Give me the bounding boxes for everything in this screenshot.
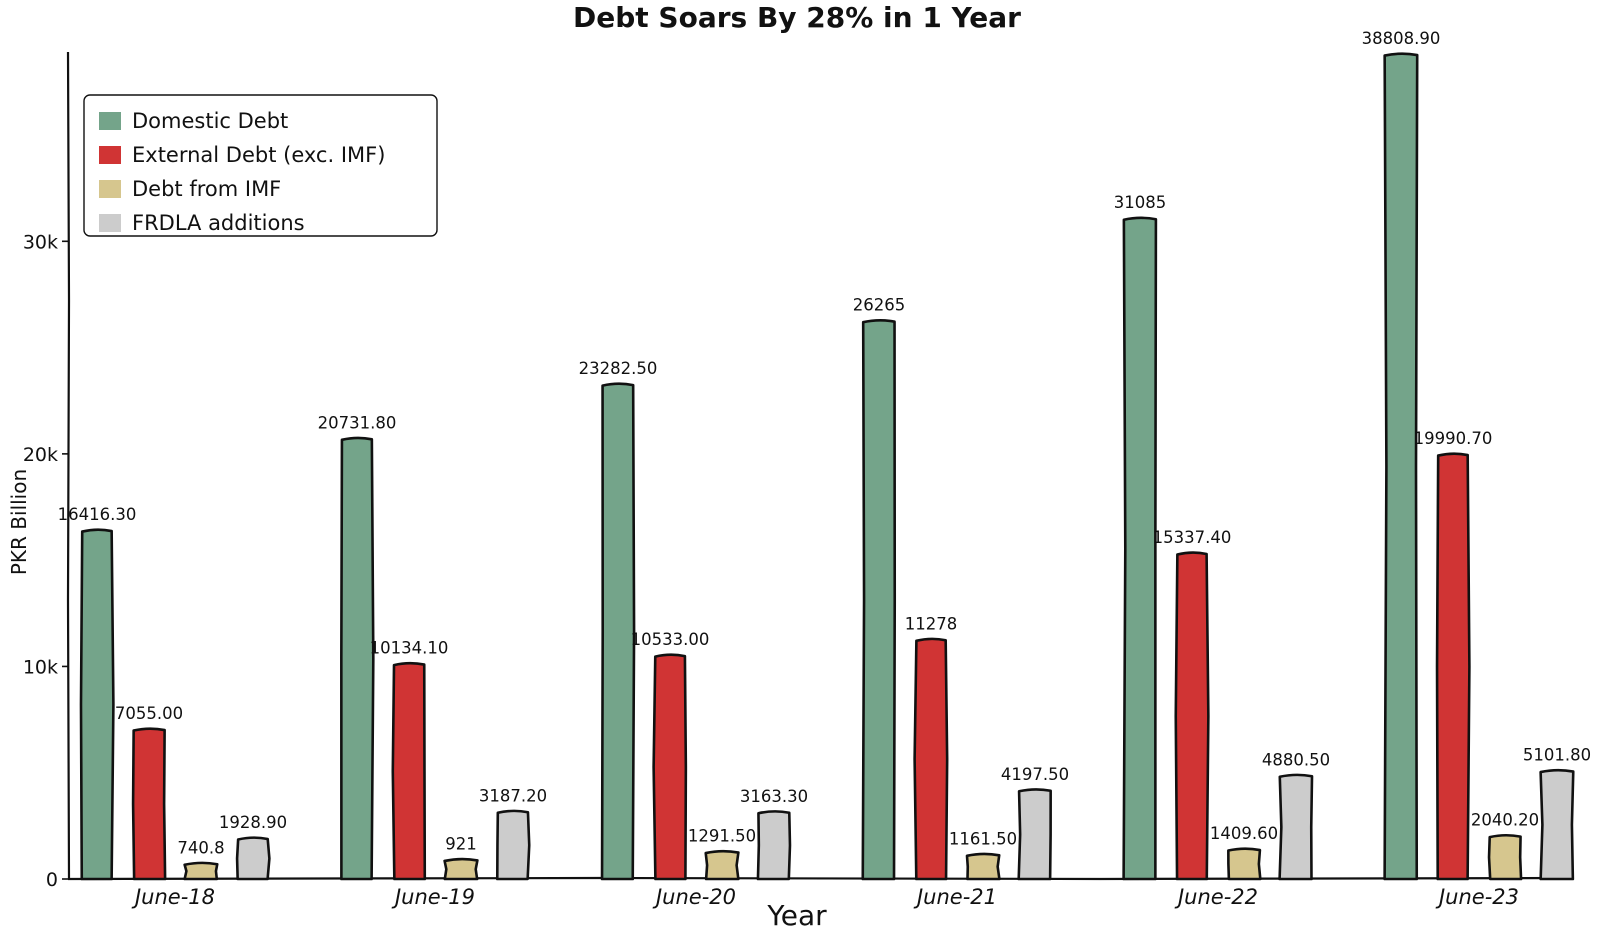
y-axis-line: [66, 51, 71, 880]
bar-external-debt-exc-imf-june-19: [391, 661, 427, 881]
data-label-domestic-debt-june-19: 20731.80: [318, 413, 397, 432]
data-label-frdla-additions-june-23: 5101.80: [1523, 746, 1591, 765]
data-label-debt-from-imf-june-21: 1161.50: [949, 829, 1017, 848]
data-label-external-debt-exc-imf-june-20: 10533.00: [631, 630, 710, 649]
data-label-domestic-debt-june-21: 26265: [853, 296, 906, 315]
data-label-debt-from-imf-june-19: 921: [445, 834, 477, 853]
x-axis-title: Year: [766, 899, 827, 932]
bar-domestic-debt-june-21: [861, 319, 897, 881]
y-tick-label-3: 30k: [23, 231, 58, 253]
data-label-frdla-additions-june-20: 3163.30: [740, 787, 808, 806]
data-label-domestic-debt-june-22: 31085: [1114, 193, 1167, 212]
x-tick-label-june-22: June-22: [1174, 885, 1258, 909]
bar-external-debt-exc-imf-june-18: [131, 727, 167, 881]
bar-debt-from-imf-june-18: [183, 861, 219, 881]
legend-label-frdla-additions: FRDLA additions: [132, 211, 305, 235]
legend-label-domestic-debt: Domestic Debt: [132, 109, 288, 133]
x-tick-label-june-20: June-20: [652, 885, 736, 909]
data-label-external-debt-exc-imf-june-18: 7055.00: [115, 704, 183, 723]
x-axis-line: [67, 876, 1569, 881]
bar-domestic-debt-june-22: [1122, 216, 1158, 881]
bar-debt-from-imf-june-22: [1227, 847, 1262, 881]
bar-debt-from-imf-june-21: [965, 852, 1001, 881]
data-label-debt-from-imf-june-18: 740.8: [177, 838, 224, 857]
bar-domestic-debt-june-23: [1383, 52, 1419, 881]
bars: 16416.30 20731.80 23282.50 26265 31085 38808.…: [58, 29, 1591, 881]
legend-swatch-external-debt-exc-imf: [99, 146, 121, 164]
legend-box: [83, 94, 438, 237]
bar-debt-from-imf-june-20: [704, 849, 740, 881]
chart-title: Debt Soars By 28% in 1 Year: [573, 1, 1021, 34]
bar-frdla-additions-june-23: [1539, 768, 1575, 881]
data-label-debt-from-imf-june-22: 1409.60: [1210, 824, 1278, 843]
data-label-external-debt-exc-imf-june-22: 15337.40: [1153, 528, 1232, 547]
bar-frdla-additions-june-19: [495, 809, 531, 881]
bar-domestic-debt-june-19: [340, 436, 375, 881]
legend-label-external-debt-exc-imf: External Debt (exc. IMF): [132, 143, 385, 167]
data-label-external-debt-exc-imf-june-21: 11278: [905, 614, 958, 633]
data-label-frdla-additions-june-19: 3187.20: [479, 786, 547, 805]
bar-domestic-debt-june-18: [79, 528, 115, 881]
x-tick-label-june-23: June-23: [1435, 885, 1519, 909]
data-label-frdla-additions-june-21: 4197.50: [1001, 765, 1069, 784]
bar-frdla-additions-june-22: [1278, 773, 1314, 881]
data-label-external-debt-exc-imf-june-19: 10134.10: [370, 639, 449, 658]
bar-frdla-additions-june-18: [235, 836, 271, 881]
y-tick-label-0: 0: [46, 869, 58, 891]
data-label-domestic-debt-june-23: 38808.90: [1362, 29, 1441, 48]
x-tick-label-june-19: June-19: [391, 885, 475, 909]
bar-external-debt-exc-imf-june-20: [652, 653, 688, 881]
bar-external-debt-exc-imf-june-21: [913, 637, 949, 881]
axes: 0 10k 20k 30k June-18 June-19 June-20 June-21 Ju…: [23, 51, 1569, 909]
bar-frdla-additions-june-20: [756, 810, 792, 881]
legend-label-debt-from-imf: Debt from IMF: [132, 177, 281, 201]
data-label-frdla-additions-june-18: 1928.90: [219, 813, 287, 832]
bar-external-debt-exc-imf-june-23: [1435, 452, 1471, 881]
legend-swatch-domestic-debt: [99, 112, 121, 130]
legend: Domestic Debt External Debt (exc. IMF) Deb…: [83, 94, 438, 237]
data-label-debt-from-imf-june-20: 1291.50: [688, 827, 756, 846]
legend-swatch-frdla-additions: [99, 214, 121, 232]
legend-swatch-debt-from-imf: [99, 180, 121, 198]
y-axis-title: PKR Billion: [7, 469, 31, 575]
data-label-frdla-additions-june-22: 4880.50: [1262, 750, 1330, 769]
bar-domestic-debt-june-20: [600, 382, 636, 881]
x-tick-label-june-18: June-18: [131, 885, 215, 909]
x-tick-label-june-21: June-21: [913, 885, 997, 909]
data-label-debt-from-imf-june-23: 2040.20: [1471, 811, 1539, 830]
y-tick-label-2: 20k: [23, 444, 58, 466]
bar-frdla-additions-june-21: [1017, 788, 1052, 881]
bar-external-debt-exc-imf-june-22: [1174, 551, 1210, 881]
data-label-external-debt-exc-imf-june-23: 19990.70: [1414, 429, 1493, 448]
y-tick-label-1: 10k: [23, 656, 58, 678]
data-label-domestic-debt-june-20: 23282.50: [579, 359, 658, 378]
data-label-domestic-debt-june-18: 16416.30: [58, 505, 137, 524]
bar-debt-from-imf-june-19: [443, 857, 479, 881]
bar-debt-from-imf-june-23: [1487, 833, 1523, 881]
